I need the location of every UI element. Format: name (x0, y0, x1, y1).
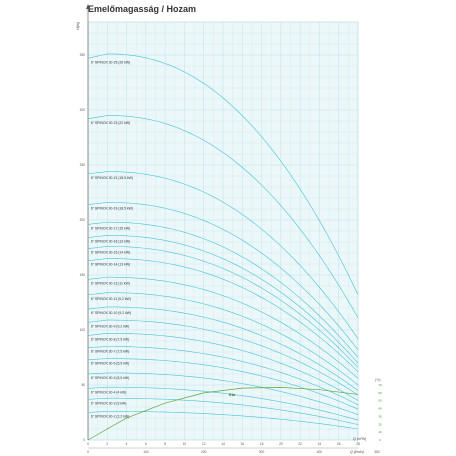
head-curve-8 (87, 276, 359, 379)
chart-title: Emelőmagasság / Hozam (88, 4, 196, 14)
head-curve-16 (87, 386, 359, 421)
curve-label: 6" SPINOX 30-11 (9,2 kW) (91, 297, 131, 301)
curve-label: 6" SPINOX 30-21 (18,5 kW) (91, 176, 133, 180)
head-curve-9 (87, 292, 359, 386)
eta-tick-label: 60 (378, 391, 382, 395)
head-curve-7 (87, 258, 359, 373)
x-tick-label-top: 14 (221, 442, 225, 446)
curve-label: 6" SPINOX 30-3 (3 kW) (91, 401, 127, 405)
curve-label: 6" SPINOX 30-7 (7,5 kW) (91, 350, 129, 354)
curve-label: 6" SPINOX 30-16 (13 kW) (91, 240, 130, 244)
y-tick-label: 100 (80, 328, 86, 332)
x-axis-label-top: Q (m³/h) (353, 437, 366, 441)
x-axis-label-bottom: Q (l/min) (350, 450, 364, 454)
eta-tick-label: 0 (379, 438, 381, 442)
head-curve-4 (87, 221, 359, 358)
head-curve-5 (87, 235, 359, 364)
x-tick-label-top: 22 (298, 442, 302, 446)
eta-tick-label: 70 (378, 383, 382, 387)
curve-label: 6" SPINOX 30-9 (9,2 kW) (91, 324, 129, 328)
head-curve-0 (87, 53, 359, 295)
eta-tick-label: 40 (378, 407, 382, 411)
curve-label: 6" SPINOX 30-15 (14 kW) (91, 251, 130, 255)
y-axis-arrow (86, 4, 90, 9)
y-tick-label: 150 (80, 273, 86, 277)
x-tick-label-bottom: 400 (317, 450, 323, 454)
curve-label: 6" SPINOX 30-8 (7,5 kW) (91, 338, 129, 342)
y-tick-label: 250 (80, 163, 86, 167)
head-curves (87, 53, 359, 430)
x-tick-label-top: 0 (87, 442, 89, 446)
y-tick-label: 200 (80, 218, 86, 222)
x-tick-label-top: 28 (356, 442, 360, 446)
head-curve-3 (87, 202, 359, 350)
curve-label: 6" SPINOX 30-6 (5,5 kW) (91, 362, 129, 366)
x-tick-label-top: 18 (260, 442, 264, 446)
y-tick-label: 300 (80, 108, 86, 112)
curve-label: 6" SPINOX 30-4 (4 kW) (91, 390, 127, 394)
curve-label: 6" SPINOX 30-10 (9,2 kW) (91, 311, 131, 315)
curve-label: 6" SPINOX 30-23 (22 kW) (91, 121, 130, 125)
eta-line (87, 387, 359, 441)
head-curve-1 (87, 115, 359, 319)
head-curve-11 (87, 319, 359, 396)
x-tick-label-bottom: 300 (259, 450, 265, 454)
head-curve-18 (87, 411, 359, 430)
x-tick-label-top: 2 (106, 442, 108, 446)
curve-labels: 6" SPINOX 30-25 (26 kW) 6" SPINOX 30-23 (… (91, 60, 133, 418)
x-tick-label-top: 12 (202, 442, 206, 446)
eta-axis-unit: (%) (375, 378, 381, 382)
curve-label: 6" SPINOX 30-5 (5,5 kW) (91, 376, 129, 380)
x-tick-label-bottom: 200 (201, 450, 207, 454)
x-tick-label-bottom: 500 (375, 450, 381, 454)
y-axis-label: H(m) (76, 22, 80, 30)
eta-tick-label: 50 (378, 399, 382, 403)
x-tick-label-top: 4 (126, 442, 128, 446)
head-curve-6 (87, 246, 359, 368)
x-tick-label-top: 6 (145, 442, 147, 446)
head-curve-2 (87, 171, 359, 339)
x-tick-label-top: 26 (337, 442, 341, 446)
head-curve-15 (87, 372, 359, 415)
eta-tick-label: 20 (378, 422, 382, 426)
x-tick-label-top: 16 (241, 442, 245, 446)
curve-label: 6" SPINOX 30-25 (26 kW) (91, 60, 130, 64)
x-tick-label-top: 10 (183, 442, 187, 446)
y-tick-label: 350 (80, 53, 86, 57)
eta-curve-label: Eta (229, 392, 236, 397)
y-tick-label: 50 (81, 383, 85, 387)
curve-label: 6" SPINOX 30-19 (18,5 kW) (91, 207, 133, 211)
curve-label: 6" SPINOX 30-14 (13 kW) (91, 263, 130, 267)
eta-tick-label: 30 (378, 414, 382, 418)
y-tick-label: 0 (83, 438, 85, 442)
head-curve-13 (87, 346, 359, 406)
head-curve-10 (87, 306, 359, 391)
x-tick-label-top: 8 (164, 442, 166, 446)
x-tick-label-bottom: 0 (87, 450, 89, 454)
eta-tick-label: 10 (378, 430, 382, 434)
efficiency-curve (87, 387, 359, 441)
curve-label: 6" SPINOX 30-13 (11 kW) (91, 281, 130, 285)
curve-label: 6" SPINOX 30-2 (2,2 kW) (91, 415, 129, 419)
x-tick-label-top: 24 (318, 442, 322, 446)
x-tick-label-top: 20 (279, 442, 283, 446)
head-curve-17 (87, 397, 359, 425)
head-curve-14 (87, 358, 359, 410)
head-curve-12 (87, 332, 359, 401)
x-tick-label-bottom: 100 (143, 450, 149, 454)
curve-label: 6" SPINOX 30-17 (15 kW) (91, 226, 130, 230)
